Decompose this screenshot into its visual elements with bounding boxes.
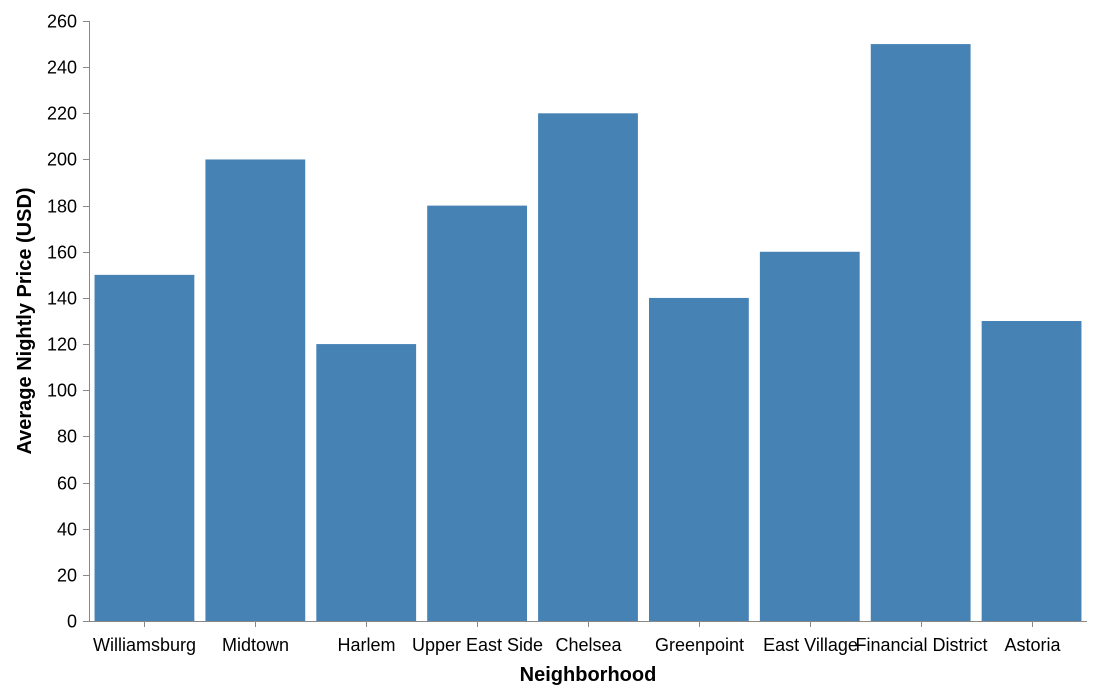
y-axis: 0 20 40 60 80 100 120 140 160 180 200 220 240 260 — [47, 12, 90, 632]
y-tick-label: 160 — [47, 243, 77, 263]
y-tick-label: 200 — [47, 150, 77, 170]
y-tick-label: 60 — [57, 474, 77, 494]
y-tick-label: 80 — [57, 427, 77, 447]
x-tick-label: Midtown — [222, 635, 289, 655]
y-tick-label: 260 — [47, 12, 77, 32]
x-tick-label: Chelsea — [555, 635, 622, 655]
x-tick-label: Upper East Side — [412, 635, 543, 655]
bars-group — [94, 44, 1082, 622]
bar-williamsburg — [94, 274, 195, 621]
bar-chelsea — [538, 113, 638, 622]
x-tick-label: Greenpoint — [655, 635, 744, 655]
y-tick-label: 100 — [47, 381, 77, 401]
bar-upper-east-side — [427, 205, 528, 621]
x-tick-label: Harlem — [337, 635, 395, 655]
bar-astoria — [981, 321, 1082, 621]
y-tick-label: 20 — [57, 566, 77, 586]
bar-east-village — [759, 251, 860, 621]
x-axis: Williamsburg Midtown Harlem Upper East Side… — [89, 621, 1087, 655]
y-tick-label: 180 — [47, 197, 77, 217]
y-tick-label: 120 — [47, 335, 77, 355]
bar-midtown — [205, 159, 306, 621]
x-tick-label: Williamsburg — [93, 635, 196, 655]
y-tick-label: 140 — [47, 289, 77, 309]
y-tick-label: 240 — [47, 58, 77, 78]
x-axis-title: Neighborhood — [520, 664, 657, 686]
bar-greenpoint — [648, 297, 749, 621]
y-axis-title: Average Nightly Price (USD) — [14, 187, 36, 454]
x-tick-label: East Village — [763, 635, 858, 655]
x-tick-label: Astoria — [1004, 635, 1061, 655]
y-tick-label: 40 — [57, 520, 77, 540]
x-tick-label: Financial District — [855, 635, 987, 655]
y-tick-label: 0 — [67, 612, 77, 632]
bar-harlem — [316, 344, 417, 621]
bar-financial-district — [870, 44, 971, 622]
y-tick-label: 220 — [47, 104, 77, 124]
